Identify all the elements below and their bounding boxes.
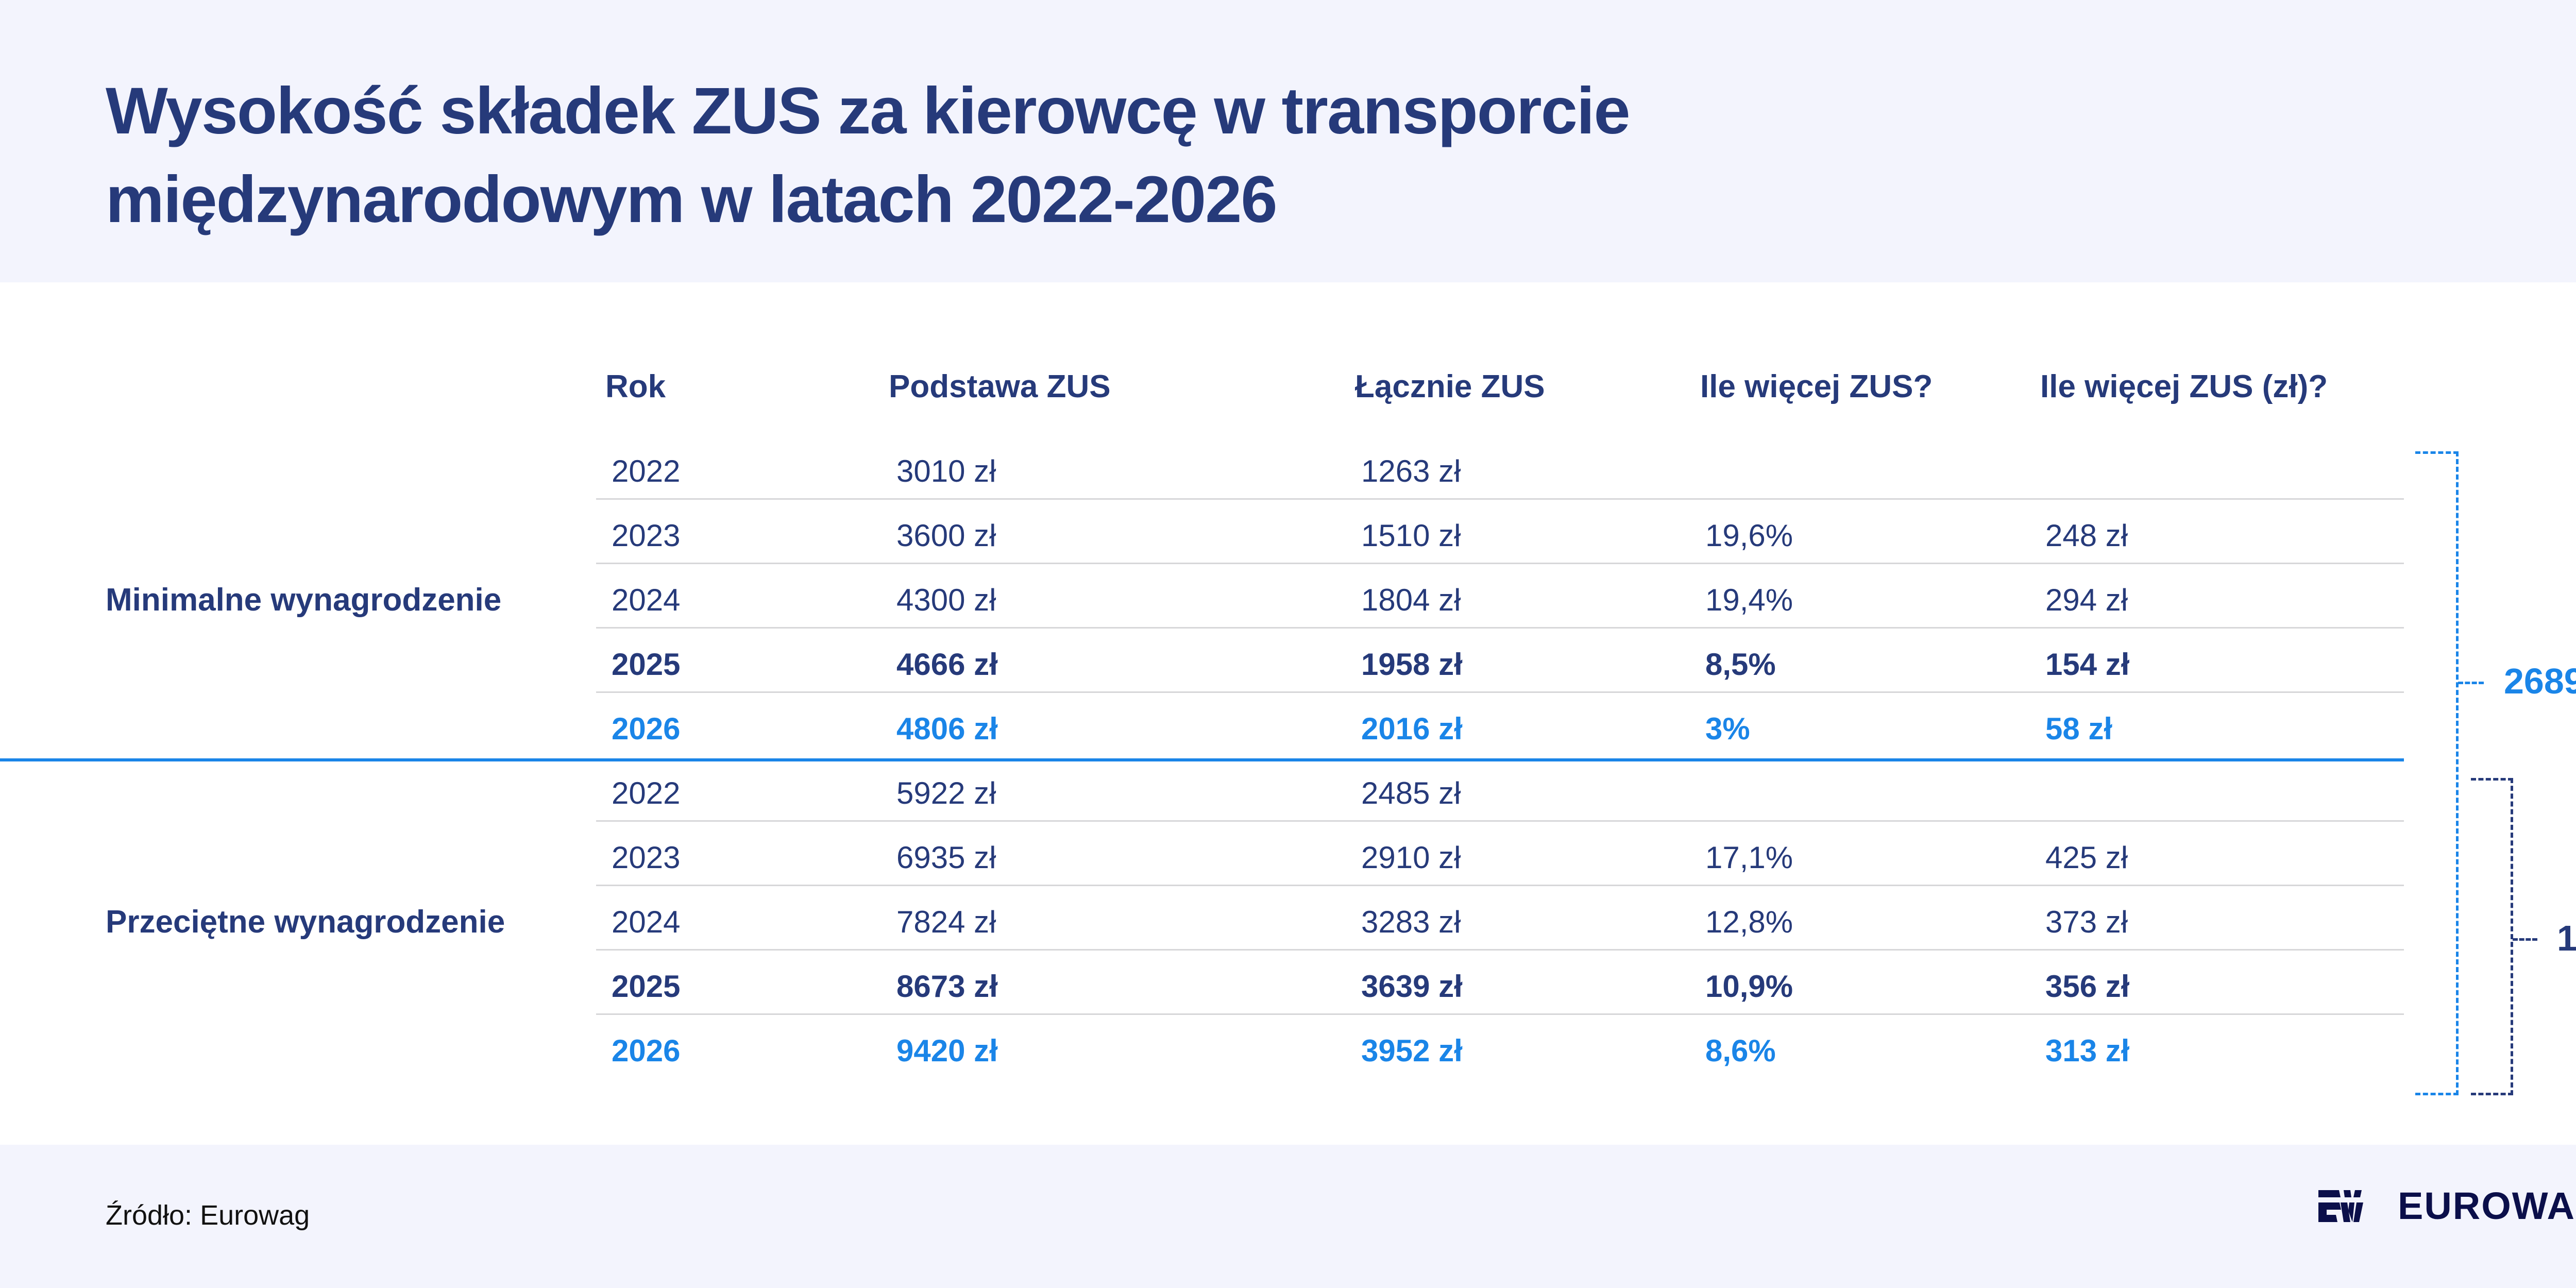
cell-base: 5922 zł bbox=[896, 776, 996, 810]
cell-base: 9420 zł bbox=[896, 1033, 998, 1068]
cell-diff: 313 zł bbox=[2045, 1033, 2130, 1068]
cell-year: 2025 bbox=[612, 969, 681, 1004]
cell-total: 1510 zł bbox=[1361, 518, 1461, 553]
cell-total: 3639 zł bbox=[1361, 969, 1463, 1004]
title-line-2: międzynarodowym w latach 2022-2026 bbox=[106, 163, 1278, 236]
eurowag-logo: EUROWAG bbox=[2318, 1184, 2576, 1227]
cell-base: 4300 zł bbox=[896, 583, 996, 617]
total-increase-minimal: 2689 zł bbox=[2504, 661, 2576, 701]
cell-base: 7824 zł bbox=[896, 905, 996, 939]
cell-year: 2022 bbox=[612, 776, 681, 810]
cell-base: 6935 zł bbox=[896, 840, 996, 875]
cell-base: 4666 zł bbox=[896, 647, 998, 682]
column-header-rok: Rok bbox=[605, 369, 666, 404]
cell-diff: 425 zł bbox=[2045, 840, 2128, 875]
cell-base: 4806 zł bbox=[896, 711, 998, 746]
cell-base: 3600 zł bbox=[896, 518, 996, 553]
cell-pct: 3% bbox=[1705, 711, 1750, 746]
cell-pct: 19,4% bbox=[1705, 583, 1793, 617]
cell-diff: 154 zł bbox=[2045, 647, 2130, 682]
row-divider bbox=[596, 949, 2404, 951]
cell-year: 2023 bbox=[612, 518, 681, 553]
ew-logo-icon bbox=[2318, 1190, 2363, 1222]
row-divider bbox=[596, 820, 2404, 822]
bracket-tick-minimal bbox=[2458, 682, 2484, 684]
cell-total: 3283 zł bbox=[1361, 905, 1461, 939]
title-line-1: Wysokość składek ZUS za kierowcę w trans… bbox=[106, 74, 1631, 148]
cell-total: 2016 zł bbox=[1361, 711, 1463, 746]
column-header-pct: Ile więcej ZUS? bbox=[1700, 369, 1933, 404]
row-divider bbox=[596, 627, 2404, 629]
logo-wordmark: EUROWAG bbox=[2398, 1184, 2576, 1227]
group-label-minimal: Minimalne wynagrodzenie bbox=[106, 582, 502, 618]
bracket-minimal bbox=[2415, 451, 2459, 1095]
group-label-average: Przeciętne wynagrodzenie bbox=[106, 904, 505, 940]
cell-year: 2026 bbox=[612, 1033, 681, 1068]
cell-total: 1958 zł bbox=[1361, 647, 1463, 682]
row-divider bbox=[596, 563, 2404, 564]
page-title: Wysokość składek ZUS za kierowcę w trans… bbox=[106, 67, 1960, 244]
cell-pct: 12,8% bbox=[1705, 905, 1793, 939]
column-header-diff: Ile więcej ZUS (zł)? bbox=[2040, 369, 2328, 404]
row-divider bbox=[596, 691, 2404, 693]
cell-base: 8673 zł bbox=[896, 969, 998, 1004]
column-header-podstawa: Podstawa ZUS bbox=[889, 369, 1111, 404]
cell-pct: 10,9% bbox=[1705, 969, 1793, 1004]
cell-total: 2910 zł bbox=[1361, 840, 1461, 875]
bracket-tick-average bbox=[2513, 938, 2537, 941]
cell-total: 1804 zł bbox=[1361, 583, 1461, 617]
cell-base: 3010 zł bbox=[896, 454, 996, 488]
cell-year: 2024 bbox=[612, 583, 681, 617]
cell-pct: 19,6% bbox=[1705, 518, 1793, 553]
cell-year: 2026 bbox=[612, 711, 681, 746]
cell-total: 3952 zł bbox=[1361, 1033, 1463, 1068]
column-header-lacznie: Łącznie ZUS bbox=[1355, 369, 1545, 404]
header-band bbox=[0, 0, 2576, 282]
cell-pct: 8,5% bbox=[1705, 647, 1776, 682]
row-divider bbox=[596, 885, 2404, 886]
total-increase-average: 1467 zł bbox=[2557, 918, 2576, 958]
cell-diff: 58 zł bbox=[2045, 711, 2113, 746]
cell-diff: 356 zł bbox=[2045, 969, 2130, 1004]
cell-pct: 8,6% bbox=[1705, 1033, 1776, 1068]
source-note: Źródło: Eurowag bbox=[106, 1200, 310, 1231]
cell-year: 2023 bbox=[612, 840, 681, 875]
row-divider bbox=[596, 1013, 2404, 1015]
cell-total: 2485 zł bbox=[1361, 776, 1461, 810]
cell-year: 2025 bbox=[612, 647, 681, 682]
row-divider bbox=[596, 498, 2404, 500]
cell-total: 1263 zł bbox=[1361, 454, 1461, 488]
bracket-average bbox=[2471, 778, 2513, 1095]
cell-diff: 373 zł bbox=[2045, 905, 2128, 939]
cell-diff: 294 zł bbox=[2045, 583, 2128, 617]
cell-pct: 17,1% bbox=[1705, 840, 1793, 875]
cell-diff: 248 zł bbox=[2045, 518, 2128, 553]
cell-year: 2022 bbox=[612, 454, 681, 488]
group-divider bbox=[0, 758, 2404, 761]
cell-year: 2024 bbox=[612, 905, 681, 939]
footer-band bbox=[0, 1145, 2576, 1288]
